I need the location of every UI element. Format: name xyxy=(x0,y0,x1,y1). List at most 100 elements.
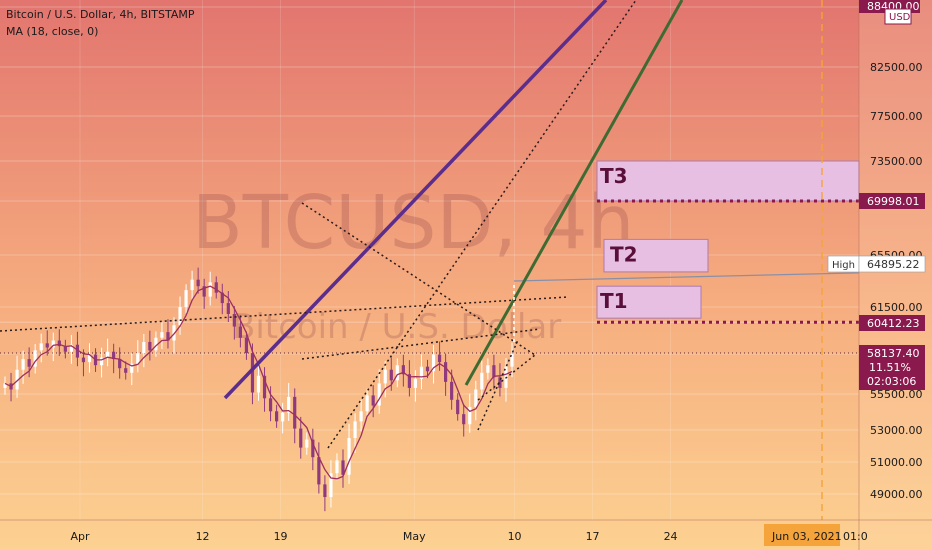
candle-body[interactable] xyxy=(106,351,110,358)
candle-body[interactable] xyxy=(15,369,19,390)
candle-body[interactable] xyxy=(492,365,496,378)
candle-body[interactable] xyxy=(450,381,454,400)
candle-body[interactable] xyxy=(262,375,267,399)
candle-body[interactable] xyxy=(456,399,460,415)
trend-drawings[interactable] xyxy=(0,0,684,449)
candle-body[interactable] xyxy=(383,369,387,384)
candle-body[interactable] xyxy=(75,344,80,358)
candle-body[interactable] xyxy=(81,357,86,363)
candle-body[interactable] xyxy=(268,398,273,412)
candle-body[interactable] xyxy=(45,343,49,348)
candle-body[interactable] xyxy=(305,439,309,448)
candle-body[interactable] xyxy=(160,332,164,338)
chart-title[interactable]: Bitcoin / U.S. Dollar, 4h, BITSTAMP xyxy=(6,8,195,21)
candle-body[interactable] xyxy=(244,337,249,354)
target-zone-t1[interactable] xyxy=(596,285,702,319)
dotted-falling-line[interactable] xyxy=(301,202,536,356)
candle-body[interactable] xyxy=(365,395,369,412)
candle-body[interactable] xyxy=(486,365,490,373)
candle-body[interactable] xyxy=(293,396,297,429)
candle-body[interactable] xyxy=(401,365,405,375)
candle-body[interactable] xyxy=(148,341,152,351)
candle-body[interactable] xyxy=(468,406,472,425)
candlestick-series[interactable] xyxy=(3,267,514,512)
candle-body[interactable] xyxy=(136,353,140,364)
candle-body[interactable] xyxy=(359,411,363,422)
candle-body[interactable] xyxy=(51,340,55,348)
candle-body[interactable] xyxy=(323,484,327,498)
candle-body[interactable] xyxy=(341,460,345,475)
candle-body[interactable] xyxy=(281,412,285,422)
candle-body[interactable] xyxy=(87,354,92,363)
candle-body[interactable] xyxy=(256,375,261,393)
candle-body[interactable] xyxy=(413,378,418,388)
candle-body[interactable] xyxy=(130,363,134,373)
chart-legend: Bitcoin / U.S. Dollar, 4h, BITSTAMP MA (… xyxy=(6,6,194,40)
candle-body[interactable] xyxy=(347,438,351,475)
candle-body[interactable] xyxy=(57,340,61,347)
candle-body[interactable] xyxy=(377,383,381,406)
candle-body[interactable] xyxy=(238,326,242,338)
candle-body[interactable] xyxy=(178,307,182,326)
candle-body[interactable] xyxy=(474,389,478,407)
price-tick-label: 82500.00 xyxy=(870,61,923,74)
candle-body[interactable] xyxy=(220,292,224,304)
candle-body[interactable] xyxy=(33,350,37,367)
candle-body[interactable] xyxy=(196,279,200,287)
candle-body[interactable] xyxy=(99,357,104,366)
purple-trendline[interactable] xyxy=(223,0,608,400)
indicator-label[interactable]: MA (18, close, 0) xyxy=(6,25,99,38)
candle-body[interactable] xyxy=(335,460,339,474)
candle-body[interactable] xyxy=(124,368,128,373)
candle-body[interactable] xyxy=(317,457,321,485)
candle-body[interactable] xyxy=(510,354,514,367)
candle-body[interactable] xyxy=(69,344,73,352)
candle-body[interactable] xyxy=(250,353,255,393)
candle-body[interactable] xyxy=(112,351,116,360)
candle-body[interactable] xyxy=(431,354,436,372)
candle-body[interactable] xyxy=(395,365,399,381)
candle-body[interactable] xyxy=(425,366,430,372)
candle-body[interactable] xyxy=(184,290,188,307)
candle-body[interactable] xyxy=(299,428,303,448)
candle-body[interactable] xyxy=(407,374,411,388)
candle-body[interactable] xyxy=(214,282,218,293)
candle-body[interactable] xyxy=(353,421,357,438)
candle-body[interactable] xyxy=(329,473,333,498)
candle-body[interactable] xyxy=(437,354,442,363)
candle-body[interactable] xyxy=(202,286,206,297)
candle-body[interactable] xyxy=(39,343,43,351)
dotted-wedge-lower[interactable] xyxy=(477,339,519,431)
green-trendline[interactable] xyxy=(464,0,684,386)
candle-body[interactable] xyxy=(3,383,7,388)
candle-body[interactable] xyxy=(27,359,31,367)
target-zones[interactable]: T3 T2 T1 xyxy=(0,160,860,354)
dotted-wedge-upper[interactable] xyxy=(477,354,536,401)
candle-body[interactable] xyxy=(275,411,279,422)
candle-body[interactable] xyxy=(498,377,502,388)
candle-body[interactable] xyxy=(63,346,67,352)
candle-body[interactable] xyxy=(208,282,212,297)
candle-body[interactable] xyxy=(419,366,424,379)
candle-body[interactable] xyxy=(287,396,291,413)
candle-body[interactable] xyxy=(371,395,375,406)
candle-body[interactable] xyxy=(462,414,466,425)
candle-body[interactable] xyxy=(311,439,315,458)
target-zone-t2[interactable] xyxy=(603,238,709,273)
candle-body[interactable] xyxy=(226,303,230,314)
candle-body[interactable] xyxy=(154,337,158,351)
candle-body[interactable] xyxy=(480,372,484,390)
candle-body[interactable] xyxy=(232,313,236,327)
candle-body[interactable] xyxy=(21,359,25,370)
candle-body[interactable] xyxy=(444,362,448,382)
candle-body[interactable] xyxy=(166,332,170,341)
candle-body[interactable] xyxy=(190,279,194,291)
candle-body[interactable] xyxy=(142,341,146,354)
candle-body[interactable] xyxy=(118,359,122,369)
target-zone-t3[interactable] xyxy=(596,160,860,202)
watermark-symbol: BTCUSD, 4h xyxy=(192,180,634,266)
candle-body[interactable] xyxy=(389,369,393,381)
dotted-rising-line[interactable] xyxy=(327,0,637,449)
currency-badge[interactable]: USD xyxy=(884,8,912,25)
